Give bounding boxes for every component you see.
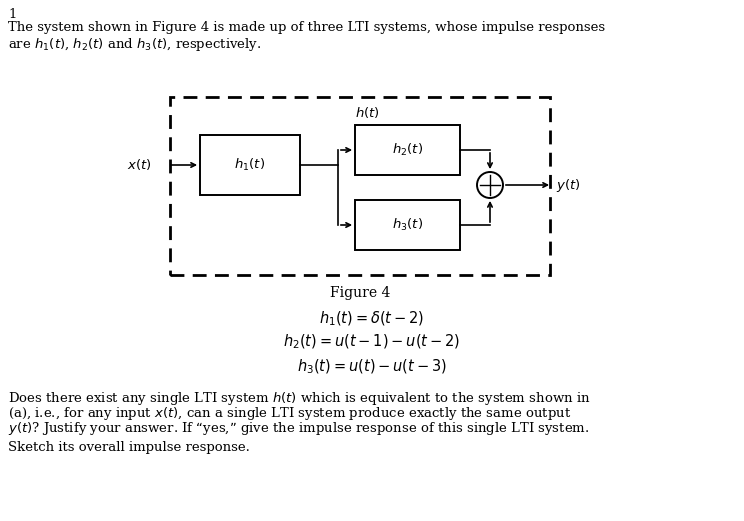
Text: $h_2(t) = u(t-1) - u(t-2)$: $h_2(t) = u(t-1) - u(t-2)$: [283, 333, 461, 351]
Text: $h_3(t) = u(t) - u(t-3)$: $h_3(t) = u(t) - u(t-3)$: [297, 358, 447, 376]
Text: $y(t)$? Justify your answer. If “yes,” give the impulse response of this single : $y(t)$? Justify your answer. If “yes,” g…: [8, 420, 589, 437]
Text: 1: 1: [8, 8, 16, 21]
Text: (a), i.e., for any input $x(t)$, can a single LTI system produce exactly the sam: (a), i.e., for any input $x(t)$, can a s…: [8, 405, 571, 422]
Text: are $h_1(t)$, $h_2(t)$ and $h_3(t)$, respectively.: are $h_1(t)$, $h_2(t)$ and $h_3(t)$, res…: [8, 36, 261, 53]
Text: Does there exist any single LTI system $h(t)$ which is equivalent to the system : Does there exist any single LTI system $…: [8, 390, 591, 407]
Text: The system shown in Figure 4 is made up of three LTI systems, whose impulse resp: The system shown in Figure 4 is made up …: [8, 21, 605, 34]
Text: $h_1(t)$: $h_1(t)$: [234, 157, 266, 173]
FancyBboxPatch shape: [355, 200, 460, 250]
Text: $h(t)$: $h(t)$: [355, 105, 379, 120]
FancyBboxPatch shape: [355, 125, 460, 175]
Circle shape: [477, 172, 503, 198]
Text: $h_3(t)$: $h_3(t)$: [392, 217, 423, 233]
Text: $x(t)$: $x(t)$: [127, 157, 152, 172]
Text: $y(t)$: $y(t)$: [556, 177, 580, 193]
Text: Figure 4: Figure 4: [330, 286, 390, 300]
Text: Sketch its overall impulse response.: Sketch its overall impulse response.: [8, 441, 250, 454]
Text: $h_1(t) = \delta(t - 2)$: $h_1(t) = \delta(t - 2)$: [319, 310, 425, 328]
Text: $h_2(t)$: $h_2(t)$: [392, 142, 423, 158]
FancyBboxPatch shape: [200, 135, 300, 195]
